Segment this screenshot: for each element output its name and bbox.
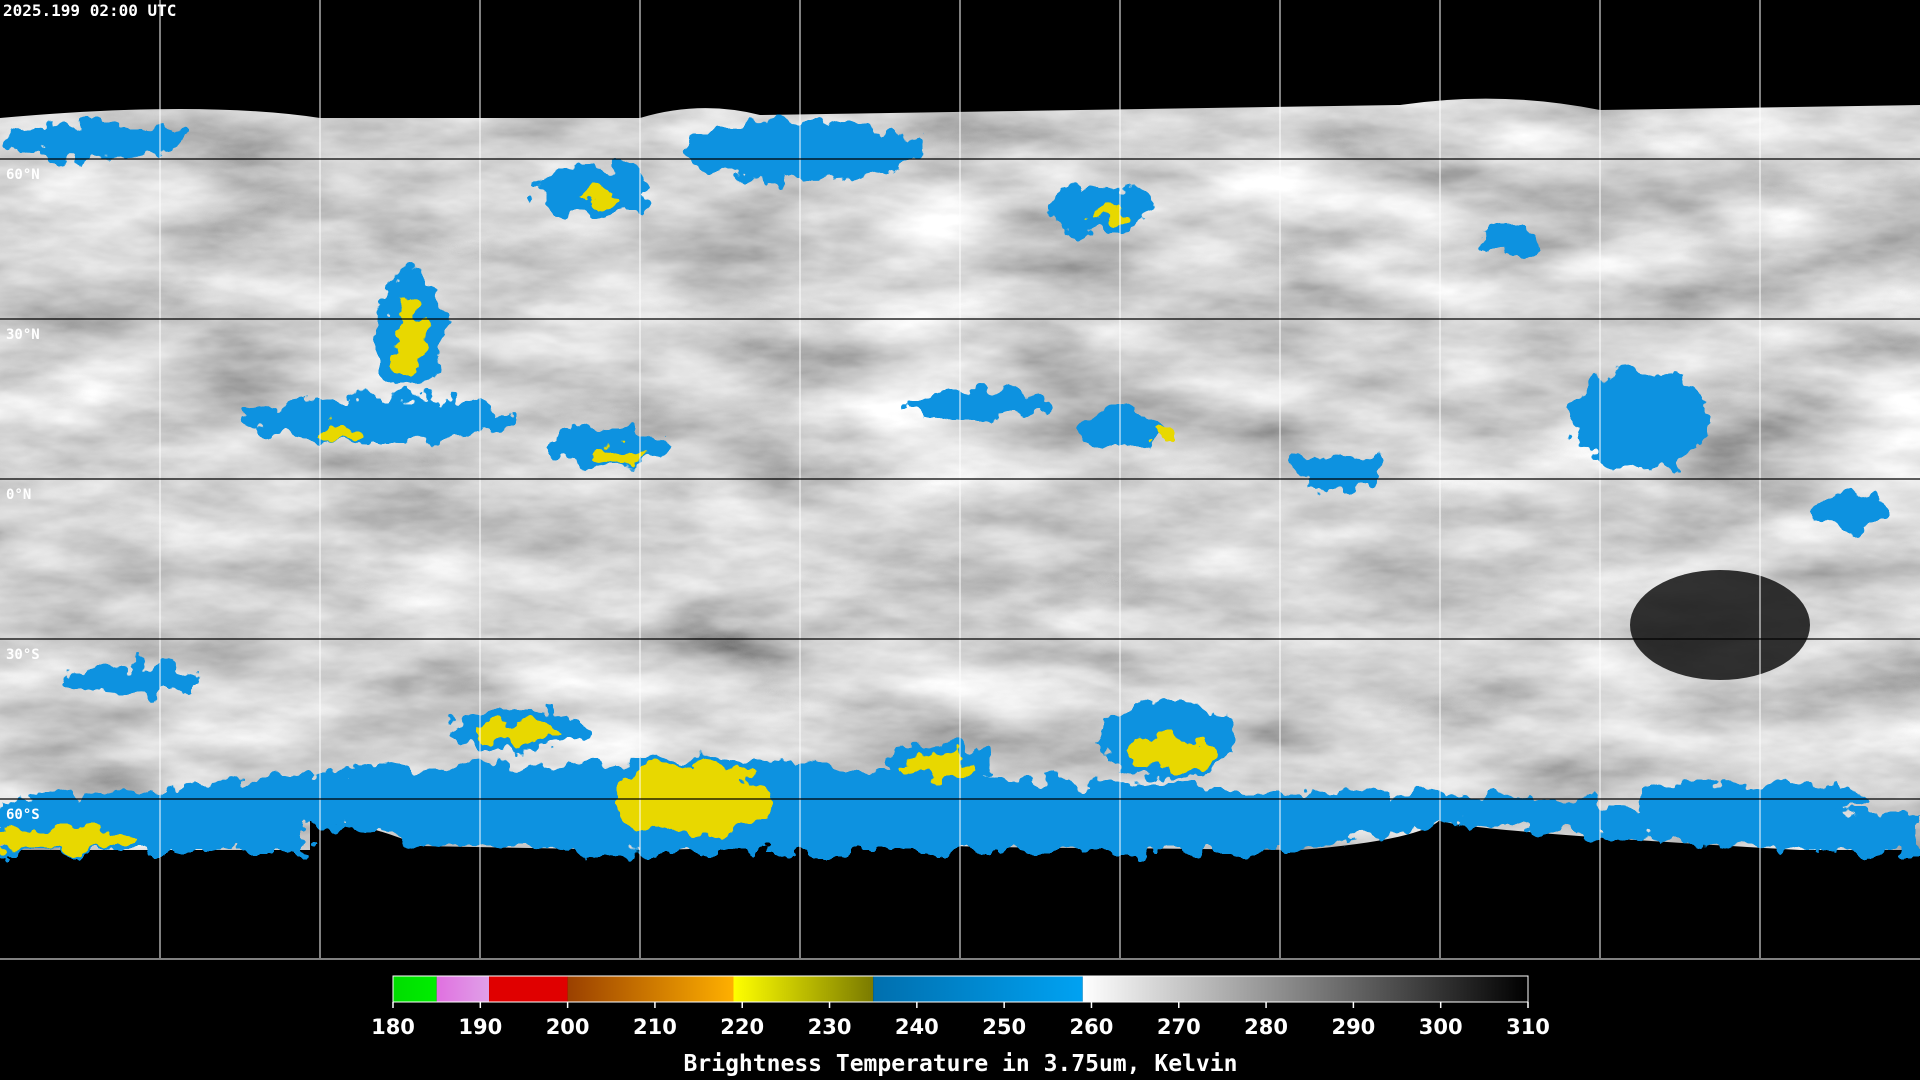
colorbar-tick-label: 290 (1331, 1015, 1375, 1039)
colorbar-tick-label: 230 (808, 1015, 852, 1039)
colorbar-tick-label: 240 (895, 1015, 939, 1039)
colorbar-tick-label: 180 (371, 1015, 415, 1039)
latitude-labels: 60°N 30°N 0°N 30°S 60°S (6, 167, 40, 823)
colorbar-tick-label: 270 (1157, 1015, 1201, 1039)
colorbar-tick-label: 250 (982, 1015, 1026, 1039)
colorbar-segment (1082, 976, 1528, 1002)
colorbar-tick-label: 300 (1419, 1015, 1463, 1039)
timestamp: 2025.199 02:00 UTC (3, 1, 176, 20)
graticule (0, 0, 1920, 960)
colorbar-tick-label: 310 (1506, 1015, 1550, 1039)
colorbar-segment (393, 976, 437, 1002)
latitude-label: 60°S (6, 807, 40, 823)
colorbar-frame (392, 975, 1529, 1003)
colorbar-tick-label: 210 (633, 1015, 677, 1039)
colorbar: 180 190 200 210 220 230 240 250 260 270 280 290 300 3… (371, 975, 1550, 1077)
colorbar-tick-label: 190 (458, 1015, 502, 1039)
colorbar-tick-label: 220 (720, 1015, 764, 1039)
colorbar-segment (873, 976, 1083, 1002)
latitude-label: 60°N (6, 167, 40, 183)
colorbar-segment (436, 976, 490, 1002)
colorbar-tick-label: 260 (1070, 1015, 1114, 1039)
warm-land (1630, 570, 1810, 680)
colorbar-title: Brightness Temperature in 3.75um, Kelvin (684, 1051, 1238, 1077)
latitude-label: 30°S (6, 647, 40, 663)
colorbar-tick-label: 280 (1244, 1015, 1288, 1039)
latitude-label: 30°N (6, 327, 40, 343)
colorbar-segment (733, 976, 874, 1002)
latitude-label: 0°N (6, 487, 31, 503)
colorbar-segment (489, 976, 568, 1002)
colorbar-tick-label: 200 (546, 1015, 590, 1039)
colorbar-segment (567, 976, 734, 1002)
